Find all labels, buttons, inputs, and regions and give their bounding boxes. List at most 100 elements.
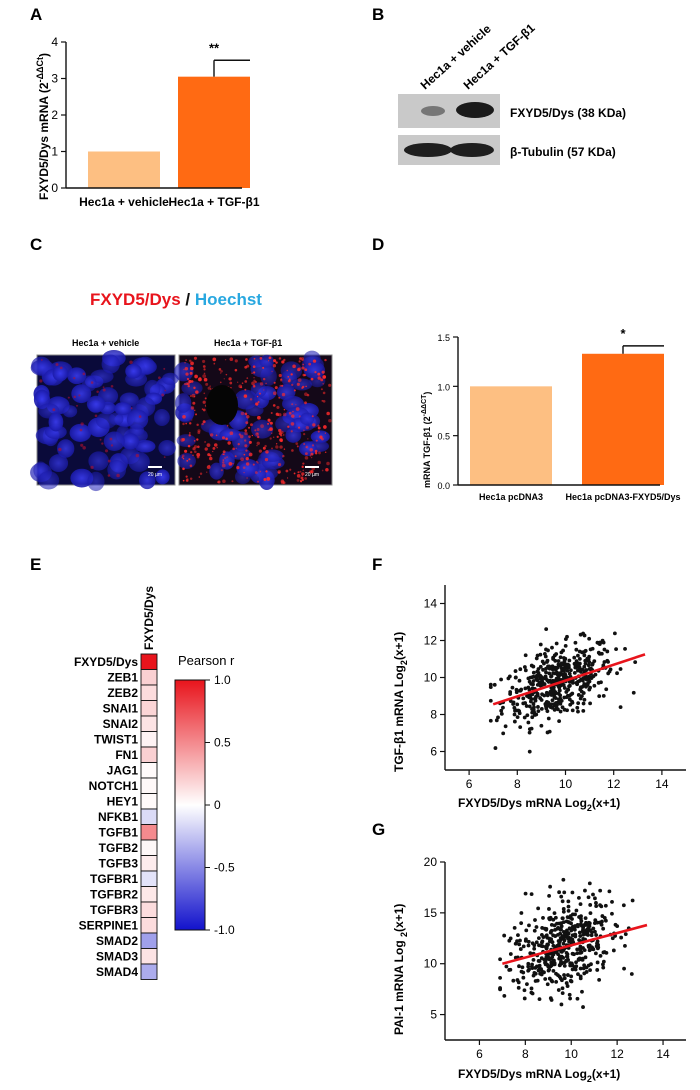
fxyd5-signal — [195, 413, 198, 416]
fxyd5-signal — [222, 453, 225, 456]
scatter-point — [591, 892, 595, 897]
fxyd5-signal — [265, 450, 269, 454]
scatter-point — [527, 923, 531, 928]
scatter-point — [503, 724, 508, 729]
fxyd5-signal — [272, 436, 275, 438]
scatter-point — [527, 679, 532, 684]
scatter-point — [564, 695, 569, 700]
fxyd5-signal — [283, 408, 286, 411]
scatter-point — [567, 671, 572, 676]
nucleus — [69, 423, 92, 442]
scatter-point — [570, 890, 575, 895]
scatter-point — [544, 704, 548, 709]
scatter-point — [575, 705, 580, 710]
scatter-point — [587, 675, 592, 680]
fxyd5-signal — [281, 360, 285, 364]
scatter-point — [545, 982, 550, 987]
scatter-point — [518, 725, 523, 729]
fxyd5-signal — [255, 402, 259, 406]
scatter-point — [623, 646, 627, 651]
y-tick-label: 0 — [51, 181, 58, 195]
chart-f-scatter: 6 8 10 12 14 6 8 10 12 14 FXYD5/Dys mRNA Log2(x+1… — [392, 585, 686, 813]
fxyd5-signal — [194, 409, 196, 411]
heatmap-cell — [140, 669, 158, 686]
fxyd5-signal — [189, 371, 193, 375]
scatter-point — [574, 681, 579, 685]
scatter-point — [603, 918, 608, 923]
scatter-point — [515, 702, 520, 707]
fxyd5-signal — [274, 386, 278, 390]
scatter-point — [519, 911, 524, 915]
fxyd5-signal — [240, 457, 244, 462]
fxyd5-signal — [243, 471, 245, 474]
fxyd5-signal — [221, 436, 226, 440]
fxyd5-signal — [310, 452, 314, 456]
fxyd5-signal — [248, 435, 251, 439]
fxyd5-signal — [277, 470, 281, 474]
scatter-point — [601, 663, 606, 668]
scale-bar-vehicle — [148, 466, 162, 468]
fxyd5-signal — [312, 423, 316, 427]
scatter-point — [601, 693, 606, 698]
scatter-point — [552, 911, 557, 916]
fxyd5-signal — [246, 477, 248, 479]
scatter-point — [556, 697, 561, 702]
fxyd5-signal — [287, 375, 290, 378]
fxyd5-signal — [285, 469, 289, 473]
scatter-point — [562, 707, 567, 712]
fxyd5-signal — [201, 422, 204, 426]
fxyd5-signal — [186, 377, 190, 381]
scatter-point — [555, 944, 559, 948]
fxyd5-signal — [276, 405, 280, 409]
fxyd5-signal — [290, 430, 293, 433]
scatter-point — [534, 656, 539, 661]
scatter-point — [533, 979, 538, 983]
fxyd5-signal — [90, 381, 94, 384]
scatter-point — [570, 691, 575, 696]
fxyd5-signal — [301, 366, 305, 370]
fxyd5-signal — [305, 425, 310, 430]
scatter-point — [518, 667, 523, 672]
scatter-point — [577, 930, 582, 935]
scatter-point — [562, 667, 567, 671]
nucleus — [57, 439, 75, 458]
fxyd5-signal — [272, 404, 276, 407]
scatter-point — [560, 991, 565, 996]
fxyd5-signal — [229, 431, 234, 436]
scale-label-tgf: 20 µm — [305, 472, 319, 478]
fxyd5-signal — [181, 456, 184, 459]
fxyd5-signal — [190, 406, 195, 410]
fxyd5-signal — [297, 367, 302, 371]
micro-cells-vehicle — [30, 350, 179, 492]
micro-title: FXYD5/Dys / Hoechst — [90, 290, 262, 309]
fxyd5-signal — [226, 456, 228, 458]
nucleus — [158, 440, 176, 456]
nucleus — [175, 393, 192, 413]
fxyd5-signal — [79, 428, 83, 432]
y-tick-label: 10 — [424, 671, 438, 685]
fxyd5-signal — [186, 459, 189, 462]
fxyd5-signal — [110, 444, 114, 447]
scatter-point — [541, 667, 545, 672]
fxyd5-signal — [252, 365, 256, 369]
scatter-point — [576, 958, 581, 962]
fxyd5-signal — [269, 421, 271, 424]
scatter-point — [516, 708, 521, 713]
fxyd5-signal — [287, 425, 290, 428]
fxyd5-signal — [266, 476, 271, 481]
scatter-point — [576, 972, 580, 977]
fxyd5-signal — [278, 357, 282, 360]
scatter-point — [573, 640, 578, 645]
scatter-point — [590, 661, 595, 666]
fxyd5-signal — [280, 434, 283, 437]
scatter-point — [598, 888, 603, 893]
scatter-point — [581, 701, 586, 706]
fxyd5-signal — [228, 461, 233, 466]
colorbar-tick-label: -1.0 — [214, 923, 235, 937]
microscopy-panel: FXYD5/Dys / Hoechst Hec1a + vehicle Hec1… — [30, 290, 333, 492]
colorbar-tick-label: 0 — [214, 798, 221, 812]
fxyd5-signal — [220, 372, 222, 374]
scatter-point — [633, 660, 638, 665]
scatter-point — [603, 903, 608, 908]
